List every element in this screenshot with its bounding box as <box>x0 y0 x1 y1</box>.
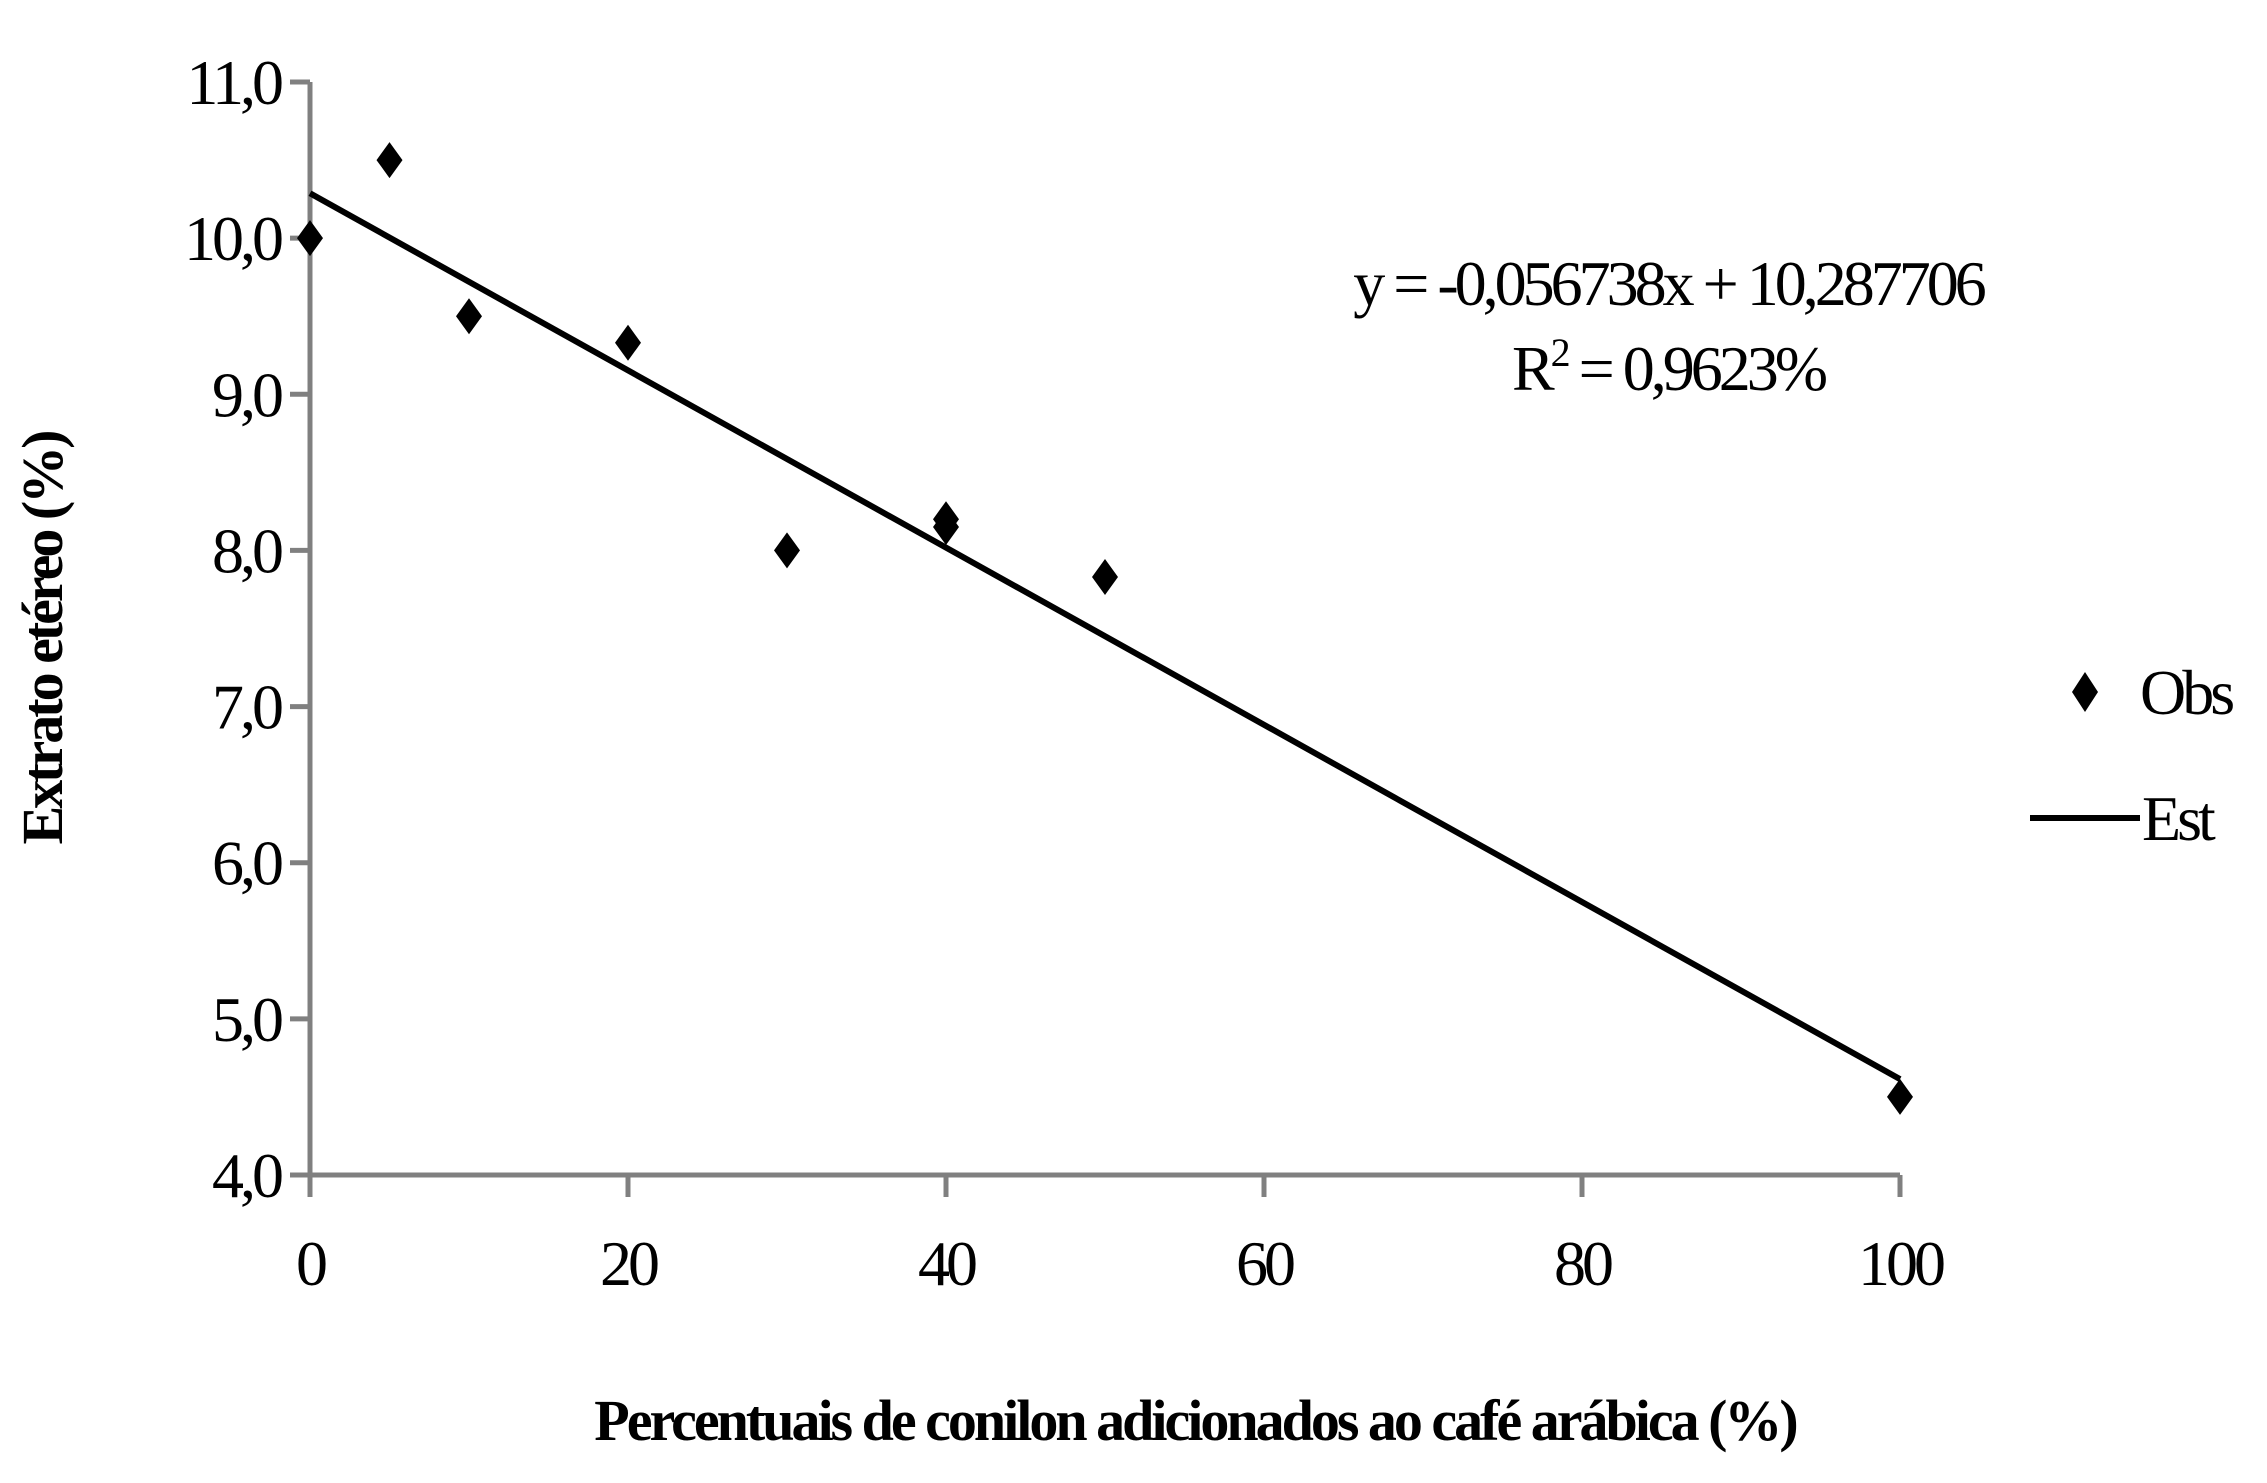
y-tick-label: 10,0 <box>184 203 282 274</box>
r-squared-label: R2 = 0,9623% <box>1512 330 1827 404</box>
r-squared-value: = 0,9623% <box>1567 333 1827 404</box>
x-tick-label: 0 <box>296 1228 326 1299</box>
x-tick-label: 60 <box>1236 1228 1294 1299</box>
y-tick-label: 11,0 <box>186 47 282 118</box>
data-point <box>1092 558 1118 595</box>
data-point <box>376 142 403 179</box>
regression-annotation: y = -0,056738x + 10,287706 R2 = 0,9623% <box>1353 248 1990 404</box>
y-axis: 4,0 5,0 6,0 7,0 8,0 9,0 10,0 11,0 <box>184 47 313 1211</box>
y-tick-label: 6,0 <box>212 828 282 899</box>
y-tick-label: 7,0 <box>212 672 282 743</box>
y-axis-title: Extrato etéreo (%) <box>10 432 75 845</box>
x-axis: 0 20 40 60 80 100 <box>296 1172 1948 1299</box>
y-tick-label: 9,0 <box>212 359 282 430</box>
regression-line <box>308 190 1902 1082</box>
x-tick-label: 20 <box>600 1228 658 1299</box>
y-tick-label: 5,0 <box>212 984 282 1055</box>
y-tick-label: 4,0 <box>212 1140 282 1211</box>
x-axis-title: Percentuais de conilon adicionados ao ca… <box>594 1388 1796 1453</box>
regression-equation: y = -0,056738x + 10,287706 <box>1353 248 1986 319</box>
plot-marks <box>297 142 1913 1115</box>
data-point <box>774 532 800 569</box>
data-point <box>1887 1078 1913 1115</box>
legend-label-est: Est <box>2142 783 2216 854</box>
legend-item-est: Est <box>2030 783 2220 854</box>
legend: Obs Est <box>2030 657 2237 854</box>
legend-item-obs: Obs <box>2072 657 2237 728</box>
legend-label-obs: Obs <box>2140 657 2233 728</box>
x-tick-label: 40 <box>918 1228 976 1299</box>
x-tick-label: 80 <box>1554 1228 1612 1299</box>
data-point <box>297 220 323 257</box>
data-point <box>933 509 959 546</box>
legend-diamond-marker <box>2072 672 2098 712</box>
data-point <box>615 324 641 361</box>
x-tick-label: 100 <box>1858 1228 1944 1299</box>
data-point <box>456 298 482 335</box>
y-tick-label: 8,0 <box>212 515 282 586</box>
r-squared-prefix: R <box>1512 333 1555 404</box>
